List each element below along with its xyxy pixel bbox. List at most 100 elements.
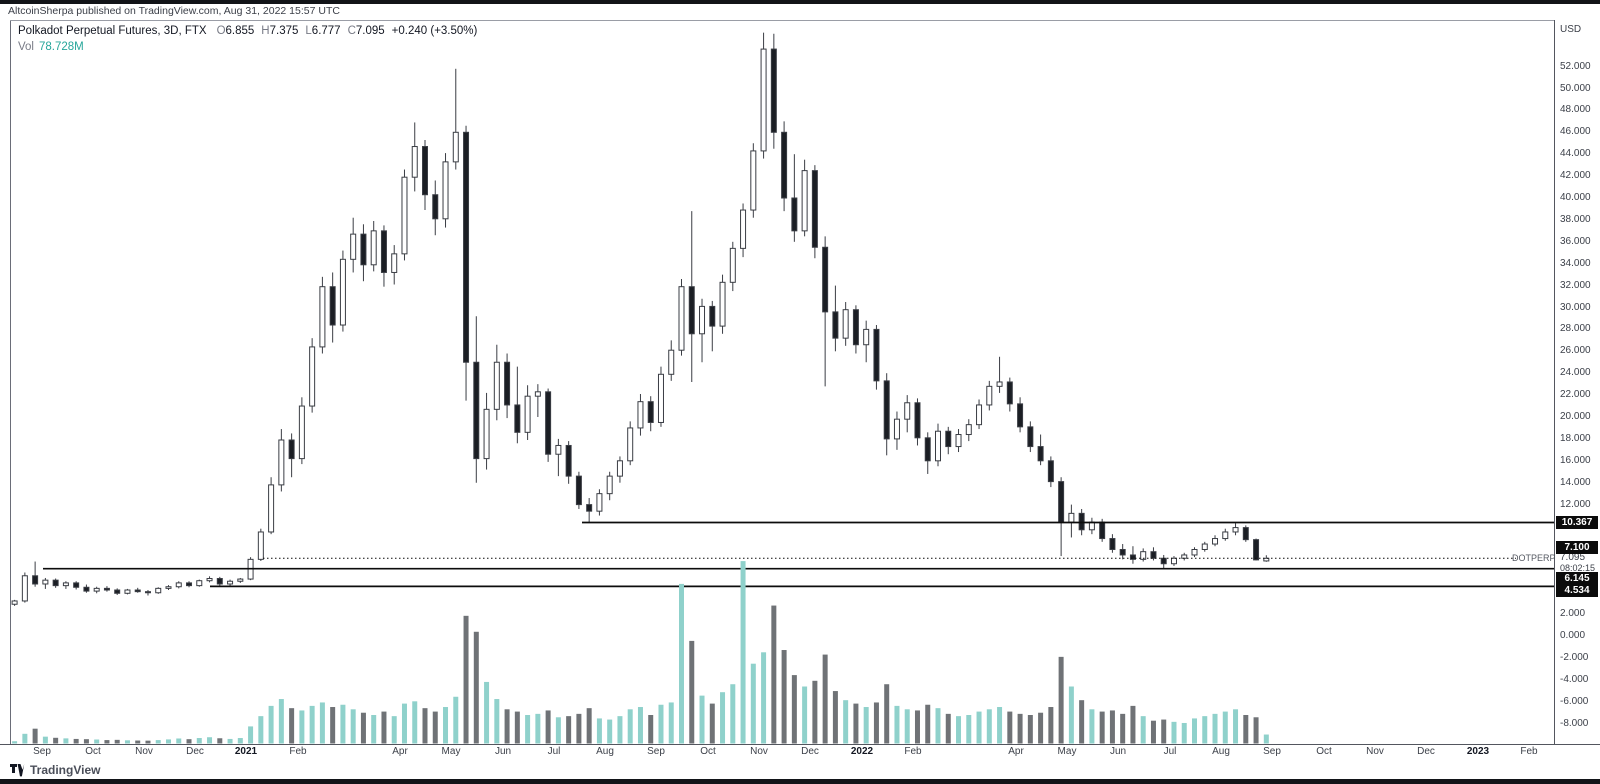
candle-body-up bbox=[965, 424, 972, 436]
volume-bar-down bbox=[1150, 720, 1156, 744]
volume-bar-up bbox=[607, 719, 613, 744]
candle-body-up bbox=[196, 580, 203, 587]
candle-body-down bbox=[1150, 551, 1157, 559]
time-axis-year-label: 2022 bbox=[850, 746, 874, 757]
candle-body-up bbox=[298, 405, 305, 460]
tradingview-logo-text: TradingView bbox=[30, 763, 101, 777]
candle-body-down bbox=[144, 591, 151, 594]
candle-body-up bbox=[863, 328, 870, 346]
volume-bar-up bbox=[391, 716, 397, 744]
change-value: +0.240 (+3.50%) bbox=[391, 25, 478, 37]
candle-body-up bbox=[1170, 557, 1177, 565]
volume-bar-down bbox=[514, 711, 520, 744]
candle-body-down bbox=[360, 233, 367, 266]
candle-body-down bbox=[1160, 557, 1167, 565]
time-axis-month-label: May bbox=[441, 746, 461, 757]
candle-body-down bbox=[1253, 539, 1260, 561]
time-axis-month-label: Dec bbox=[186, 746, 204, 757]
tradingview-logo-icon bbox=[10, 763, 25, 776]
time-axis-month-label: Jun bbox=[1109, 746, 1127, 757]
volume-bar-down bbox=[463, 615, 469, 744]
candle-body-up bbox=[955, 434, 962, 448]
volume-bar-up bbox=[22, 733, 28, 744]
chart-frame bbox=[0, 20, 1600, 745]
candle-body-down bbox=[134, 589, 141, 593]
volume-bar-down bbox=[1130, 705, 1136, 744]
volume-bar-up bbox=[1192, 718, 1197, 744]
price-tick: 16.000 bbox=[1560, 454, 1591, 466]
volume-bar-up bbox=[484, 681, 490, 744]
candle-body-up bbox=[1263, 557, 1270, 562]
candle-body-up bbox=[842, 309, 849, 339]
candle-body-down bbox=[432, 194, 439, 220]
volume-bar-up bbox=[904, 709, 910, 744]
candle-body-up bbox=[483, 408, 490, 460]
candle-body-down bbox=[781, 131, 788, 199]
candle-body-down bbox=[565, 444, 572, 477]
candle-body-down bbox=[380, 230, 387, 273]
level-price-badge: 10.367 bbox=[1556, 515, 1598, 529]
candle-body-up bbox=[729, 247, 736, 283]
candle-body-up bbox=[740, 209, 747, 249]
price-tick: 2.000 bbox=[1560, 608, 1586, 620]
candle-body-down bbox=[422, 146, 428, 196]
volume-bar-down bbox=[576, 713, 582, 744]
price-tick: -8.000 bbox=[1560, 717, 1589, 729]
candle-body-down bbox=[914, 402, 921, 439]
candle-body-down bbox=[1242, 527, 1249, 541]
price-tick: 0.000 bbox=[1560, 630, 1586, 641]
candle-body-up bbox=[668, 349, 675, 375]
candle-body-up bbox=[401, 176, 408, 255]
tradingview-logo[interactable]: TradingView bbox=[10, 763, 100, 777]
candle-body-up bbox=[719, 281, 726, 327]
last-price-label: 7.095 bbox=[1560, 552, 1586, 563]
volume-bar-up bbox=[802, 686, 808, 744]
price-line-symbol-label: DOTPERP bbox=[1512, 553, 1556, 563]
candle-body-down bbox=[945, 430, 952, 448]
level-price-badge: 6.145 bbox=[1556, 571, 1598, 585]
candle-body-up bbox=[21, 575, 28, 602]
symbol-legend[interactable]: Polkadot Perpetual Futures, 3D, FTX O6.85… bbox=[18, 25, 484, 37]
volume-bar-up bbox=[740, 561, 746, 744]
candle-body-down bbox=[883, 380, 890, 440]
price-tick: 28.000 bbox=[1560, 323, 1591, 335]
price-tick: 44.000 bbox=[1560, 148, 1591, 160]
price-tick: 22.000 bbox=[1560, 389, 1591, 401]
volume-bar-down bbox=[1243, 715, 1249, 744]
volume-bar-down bbox=[914, 710, 920, 744]
candle-body-up bbox=[391, 253, 398, 273]
volume-bar-down bbox=[422, 708, 428, 744]
attribution-text: AltcoinSherpa published on TradingView.c… bbox=[8, 5, 340, 17]
time-axis-month-label: Jul bbox=[1163, 746, 1177, 757]
volume-bar-down bbox=[1079, 700, 1085, 744]
candle-body-up bbox=[893, 418, 900, 440]
candle-body-up bbox=[206, 578, 213, 582]
volume-bar-up bbox=[863, 707, 869, 744]
volume-legend: Vol 78.728M bbox=[18, 41, 84, 53]
candle-body-down bbox=[873, 328, 880, 382]
level-price-badge: 4.534 bbox=[1556, 583, 1598, 597]
horizontal-rays[interactable] bbox=[43, 521, 1554, 588]
ohlc-key: L bbox=[305, 25, 312, 37]
volume-bar-up bbox=[555, 717, 561, 744]
candle-body-down bbox=[924, 437, 931, 462]
volume-bar-up bbox=[443, 707, 449, 744]
price-tick: 24.000 bbox=[1560, 367, 1591, 379]
candle-body-up bbox=[411, 146, 418, 178]
volume-bar-up bbox=[278, 699, 284, 744]
candle-body-up bbox=[155, 587, 162, 594]
candle-body-down bbox=[1006, 381, 1013, 405]
volume-bar-up bbox=[525, 715, 531, 744]
candle-body-up bbox=[750, 150, 757, 211]
candle-body-up bbox=[1232, 527, 1239, 533]
candle-body-up bbox=[11, 600, 18, 605]
candle-body-up bbox=[93, 587, 100, 592]
volume-bar-down bbox=[1109, 710, 1115, 744]
candle-body-down bbox=[514, 404, 521, 433]
candle-body-down bbox=[463, 131, 470, 363]
candle-body-up bbox=[124, 589, 131, 594]
candle-body-down bbox=[216, 578, 223, 585]
vol-value: 78.728M bbox=[39, 41, 84, 53]
time-axis-month-label: Aug bbox=[1212, 746, 1230, 757]
